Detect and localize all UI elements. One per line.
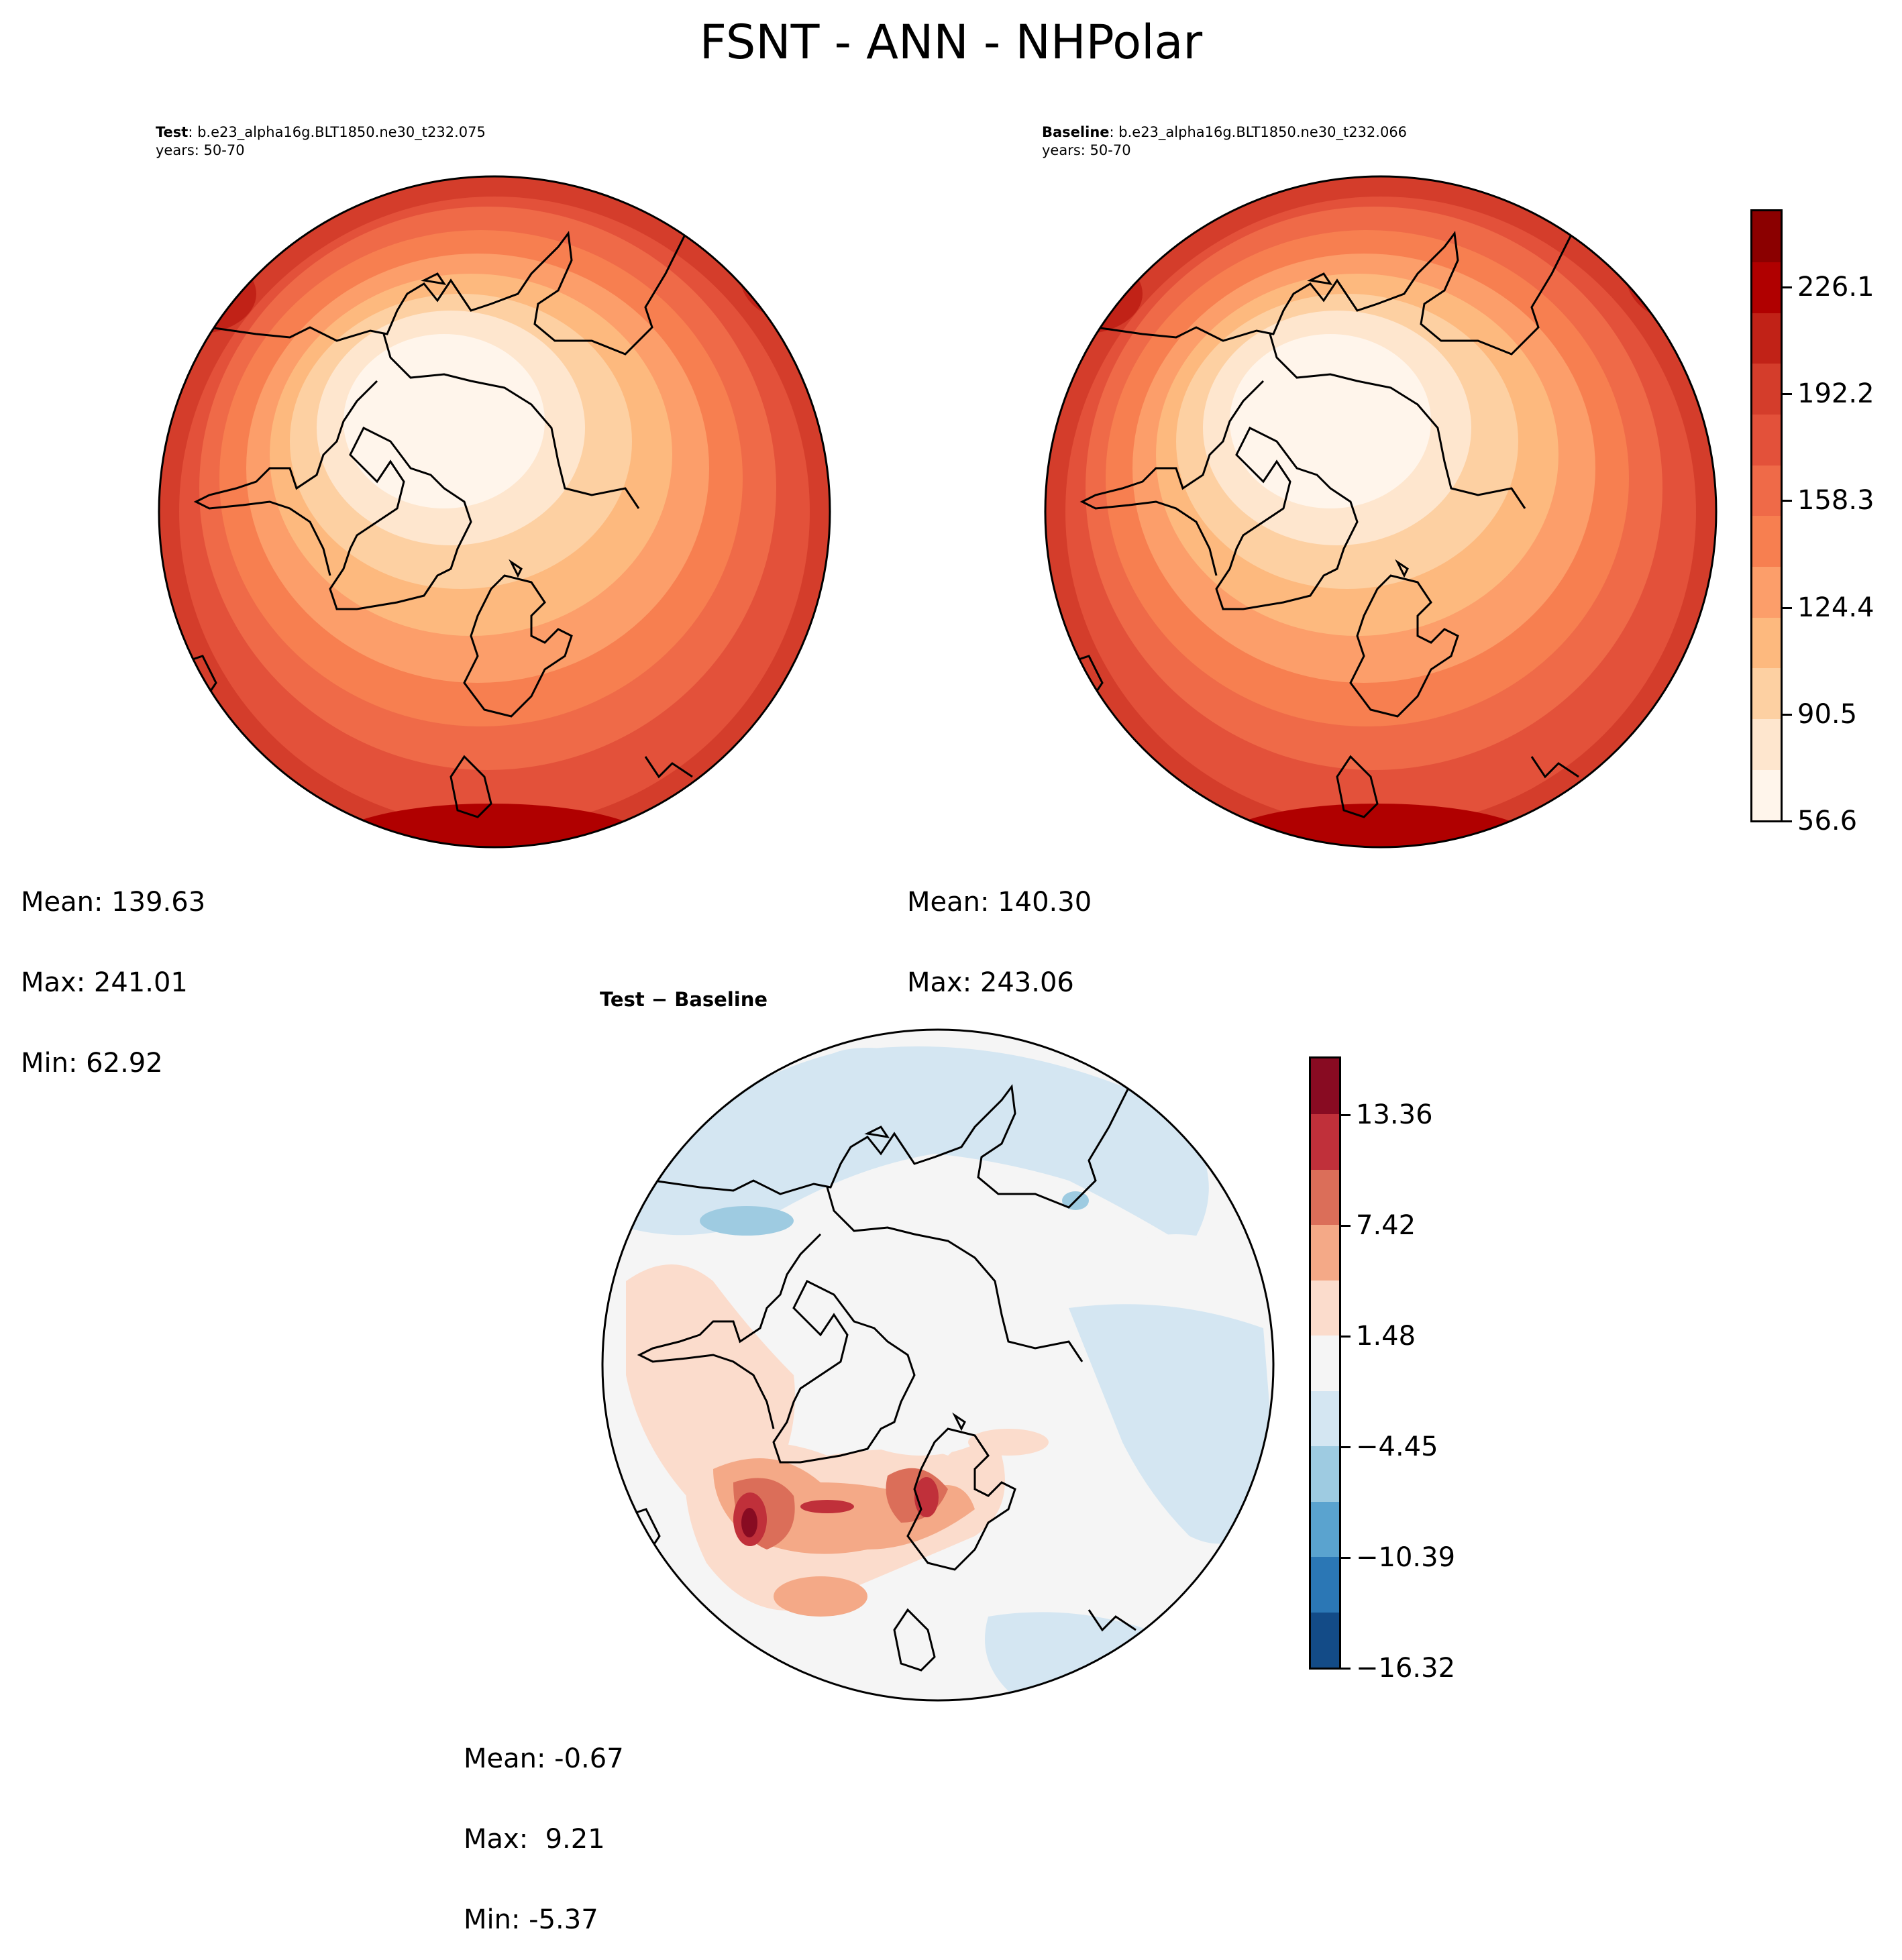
diff-cbar-label-4: 7.42 (1356, 1209, 1416, 1241)
diff-cbar-segment-4 (1311, 1391, 1339, 1447)
test-mean: Mean: 139.63 (21, 887, 206, 918)
diff-cbar-segment-8 (1311, 1169, 1339, 1226)
main-colorbar-ticks: 56.6 90.5 124.4 158.3 192.2 226.1 (1783, 209, 1902, 834)
main-cbar-segment-8 (1752, 364, 1781, 415)
diff-colorbar (1309, 1056, 1341, 1670)
test-map-boundary (158, 175, 831, 849)
test-subtitle: Test: b.e23_alpha16g.BLT1850.ne30_t232.0… (156, 123, 486, 160)
diff-cbar-segment-7 (1311, 1224, 1339, 1281)
diff-cbar-tick-5 (1341, 1113, 1351, 1116)
baseline-max: Max: 243.06 (907, 967, 1074, 998)
diff-cbar-segment-3 (1311, 1446, 1339, 1502)
main-cbar-label-2: 124.4 (1797, 592, 1874, 623)
diff-map-boundary (601, 1028, 1275, 1702)
diff-cbar-segment-5 (1311, 1335, 1339, 1391)
main-cbar-segment-10 (1752, 262, 1781, 313)
main-cbar-segment-11 (1752, 211, 1781, 263)
main-cbar-label-5: 226.1 (1797, 272, 1874, 303)
main-cbar-tick-5 (1783, 286, 1792, 288)
diff-stats: Mean: -0.67 Max: 9.21 Min: -5.37 (464, 1692, 624, 1960)
diff-max: Max: 9.21 (464, 1824, 605, 1855)
diff-cbar-label-1: −10.39 (1356, 1542, 1456, 1574)
baseline-years: years: 50-70 (1042, 142, 1131, 158)
diff-cbar-segment-9 (1311, 1113, 1339, 1170)
main-cbar-tick-2 (1783, 606, 1792, 609)
diff-cbar-label-5: 13.36 (1356, 1099, 1433, 1130)
test-max: Max: 241.01 (21, 967, 188, 998)
baseline-label: Baseline (1042, 124, 1110, 140)
main-cbar-label-3: 158.3 (1797, 485, 1874, 516)
diff-cbar-segment-0 (1311, 1612, 1339, 1668)
diff-cbar-segment-1 (1311, 1556, 1339, 1613)
diff-cbar-label-3: 1.48 (1356, 1320, 1416, 1352)
test-min: Min: 62.92 (21, 1048, 163, 1079)
main-cbar-label-4: 192.2 (1797, 378, 1874, 410)
diff-colorbar-ticks: −16.32 −10.39 −4.45 1.48 7.42 13.36 (1341, 1056, 1475, 1682)
diff-mean: Mean: -0.67 (464, 1743, 624, 1774)
diff-contour-field (602, 1030, 1273, 1700)
main-cbar-segment-5 (1752, 516, 1781, 567)
main-cbar-segment-0 (1752, 769, 1781, 821)
diff-cbar-segment-6 (1311, 1280, 1339, 1336)
main-cbar-segment-9 (1752, 313, 1781, 364)
diff-cbar-tick-3 (1341, 1335, 1351, 1338)
diff-cbar-tick-2 (1341, 1446, 1351, 1448)
main-cbar-segment-2 (1752, 668, 1781, 720)
main-cbar-segment-1 (1752, 718, 1781, 770)
diff-cbar-label-2: −4.45 (1356, 1431, 1438, 1462)
main-cbar-segment-3 (1752, 617, 1781, 669)
main-cbar-tick-1 (1783, 713, 1792, 716)
baseline-map-boundary (1044, 175, 1718, 849)
test-years: years: 50-70 (156, 142, 245, 158)
baseline-polar-map (1044, 175, 1718, 849)
main-cbar-tick-3 (1783, 500, 1792, 502)
main-cbar-tick-0 (1783, 820, 1792, 822)
main-cbar-label-1: 90.5 (1797, 698, 1858, 730)
test-run-name: : b.e23_alpha16g.BLT1850.ne30_t232.075 (188, 124, 486, 140)
baseline-subtitle: Baseline: b.e23_alpha16g.BLT1850.ne30_t2… (1042, 123, 1407, 160)
test-contour-field (159, 176, 830, 847)
test-polar-map (158, 175, 831, 849)
diff-title: Test − Baseline (600, 988, 768, 1011)
diff-cbar-tick-4 (1341, 1224, 1351, 1227)
main-cbar-label-0: 56.6 (1797, 806, 1858, 836)
diff-min: Min: -5.37 (464, 1904, 598, 1935)
baseline-contour-field (1045, 176, 1716, 847)
diff-cbar-tick-0 (1341, 1668, 1351, 1670)
main-colorbar (1750, 209, 1783, 822)
diff-polar-map (601, 1028, 1275, 1702)
diff-cbar-segment-2 (1311, 1501, 1339, 1558)
main-cbar-tick-4 (1783, 393, 1792, 396)
main-cbar-segment-7 (1752, 414, 1781, 466)
figure-title: FSNT - ANN - NHPolar (699, 15, 1203, 70)
baseline-run-name: : b.e23_alpha16g.BLT1850.ne30_t232.066 (1109, 124, 1408, 140)
diff-cbar-tick-1 (1341, 1557, 1351, 1560)
test-coastlines (168, 219, 700, 818)
diff-cbar-segment-10 (1311, 1058, 1339, 1115)
test-label: Test (156, 124, 189, 140)
baseline-mean: Mean: 140.30 (907, 887, 1092, 918)
main-cbar-segment-6 (1752, 465, 1781, 516)
test-stats: Mean: 139.63 Max: 241.01 Min: 62.92 (21, 835, 205, 1103)
main-cbar-segment-4 (1752, 566, 1781, 618)
diff-cbar-label-0: −16.32 (1356, 1653, 1456, 1684)
